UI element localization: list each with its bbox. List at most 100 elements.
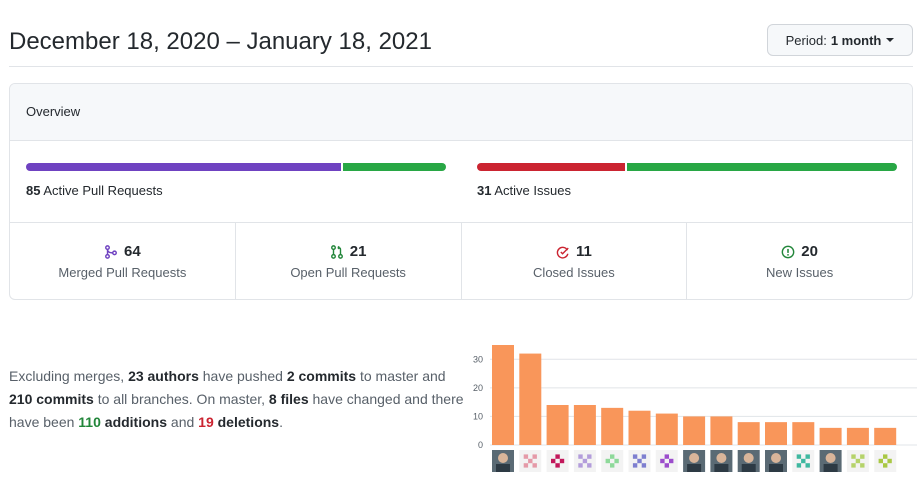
period-dropdown-button[interactable]: Period: 1 month bbox=[767, 24, 913, 56]
issue-closed-icon bbox=[556, 246, 569, 259]
contributor-bar[interactable] bbox=[546, 405, 569, 445]
identicon-cell bbox=[551, 458, 556, 464]
summary-text: . bbox=[279, 414, 283, 430]
contributor-bar[interactable] bbox=[874, 427, 897, 445]
contributor-bar[interactable] bbox=[655, 413, 678, 445]
contributor-bar[interactable] bbox=[737, 422, 760, 445]
identicon-cell bbox=[878, 458, 883, 464]
pull-requests-summary[interactable]: 85 Active Pull Requests bbox=[26, 163, 446, 198]
contributor-bar[interactable] bbox=[683, 416, 706, 445]
closed-issues-stat[interactable]: 11 Closed Issues bbox=[462, 223, 688, 299]
y-tick-label: 10 bbox=[473, 411, 483, 421]
y-tick-label: 20 bbox=[473, 383, 483, 393]
active-issues-text: Active Issues bbox=[494, 183, 571, 198]
new-issues-label: New Issues bbox=[766, 265, 834, 280]
summary-text: and bbox=[167, 414, 199, 430]
identicon-cell bbox=[641, 463, 647, 468]
commits-master-link[interactable]: 2 commits bbox=[286, 368, 357, 384]
identicon-cell bbox=[605, 458, 610, 464]
closed-issues-count: 11 bbox=[575, 243, 592, 260]
identicon-cell bbox=[805, 463, 810, 468]
merged-pull-requests-segment bbox=[26, 163, 341, 171]
identicon-cell bbox=[855, 458, 861, 464]
avatar-body bbox=[496, 464, 510, 472]
avatar bbox=[601, 450, 624, 472]
additions-count: 110 additions bbox=[78, 414, 167, 430]
overview-stats: 64 Merged Pull Requests 21 Open Pull Req… bbox=[10, 223, 912, 299]
identicon-cell bbox=[532, 463, 537, 468]
page-header: December 18, 2020 – January 18, 2021 Per… bbox=[9, 20, 913, 67]
contributor-bar[interactable] bbox=[519, 353, 542, 445]
additions-word: additions bbox=[100, 414, 168, 430]
identicon-cell bbox=[860, 463, 865, 468]
identicon-cell bbox=[523, 463, 529, 468]
contributor-bar[interactable] bbox=[792, 422, 815, 445]
identicon-cell bbox=[664, 463, 669, 468]
new-issues-stat[interactable]: 20 New Issues bbox=[687, 223, 912, 299]
identicon-cell bbox=[632, 463, 638, 468]
summary-text: Excluding merges, bbox=[9, 368, 129, 384]
contributor-bar[interactable] bbox=[765, 422, 787, 445]
deletions-count: 19 deletions bbox=[198, 414, 279, 430]
identicon-cell bbox=[610, 463, 615, 468]
contributor-bar[interactable] bbox=[846, 427, 869, 445]
identicon-cell bbox=[860, 454, 865, 459]
period-label: Period: bbox=[785, 32, 827, 48]
identicon-cell bbox=[578, 463, 583, 468]
merged-pull-requests-stat[interactable]: 64 Merged Pull Requests bbox=[10, 223, 236, 299]
y-tick-label: 0 bbox=[478, 440, 483, 450]
avatar-face bbox=[716, 453, 727, 463]
identicon-cell bbox=[610, 454, 615, 459]
open-pull-requests-stat[interactable]: 21 Open Pull Requests bbox=[236, 223, 462, 299]
contributor-bar[interactable] bbox=[601, 407, 624, 445]
identicon-cell bbox=[851, 454, 856, 459]
commit-summary: Excluding merges, 23 authors have pushed… bbox=[9, 365, 464, 434]
identicon-cell bbox=[883, 454, 888, 459]
identicon-cell bbox=[528, 458, 533, 464]
identicon-cell bbox=[555, 463, 560, 468]
identicon-cell bbox=[660, 458, 665, 464]
files-changed-link[interactable]: 8 files bbox=[268, 391, 309, 407]
identicon-cell bbox=[532, 454, 537, 459]
identicon-cell bbox=[801, 458, 806, 464]
identicon-cell bbox=[796, 454, 802, 459]
issues-summary[interactable]: 31 Active Issues bbox=[477, 163, 897, 198]
active-pull-requests-count: 85 bbox=[26, 183, 41, 198]
overview-box: Overview 85 Active Pull Requests 31 Acti… bbox=[9, 83, 913, 300]
closed-issues-label: Closed Issues bbox=[533, 265, 615, 280]
identicon-cell bbox=[851, 463, 856, 468]
identicon-cell bbox=[614, 458, 619, 464]
git-pull-request-icon bbox=[330, 244, 343, 259]
y-tick-label: 30 bbox=[473, 354, 483, 364]
contributor-bar[interactable] bbox=[573, 405, 596, 445]
avatar bbox=[655, 450, 678, 472]
identicon-cell bbox=[796, 463, 802, 468]
avatar-body bbox=[714, 464, 729, 472]
caret-down-icon bbox=[886, 38, 895, 42]
new-issues-count: 20 bbox=[801, 243, 818, 260]
summary-text: have pushed bbox=[198, 368, 287, 384]
contributor-bar[interactable] bbox=[628, 410, 651, 445]
authors-link[interactable]: 23 authors bbox=[128, 368, 199, 384]
summary-text: have changed and there have been bbox=[9, 391, 464, 430]
closed-issues-segment bbox=[477, 163, 626, 171]
identicon-cell bbox=[523, 454, 529, 459]
avatar-body bbox=[687, 464, 702, 472]
contributor-bar[interactable] bbox=[819, 427, 842, 445]
identicon-cell bbox=[578, 454, 583, 459]
identicon-cell bbox=[587, 463, 592, 468]
avatar-face bbox=[743, 453, 754, 463]
commits-all-link[interactable]: 210 commits bbox=[9, 391, 94, 407]
active-issues-count: 31 bbox=[477, 183, 492, 198]
contributor-bar[interactable] bbox=[492, 345, 514, 445]
active-issues-label: 31 Active Issues bbox=[477, 183, 897, 198]
avatar-face bbox=[689, 453, 700, 463]
overview-header: Overview bbox=[10, 84, 912, 141]
issue-opened-icon bbox=[781, 245, 795, 258]
git-merge-icon bbox=[105, 244, 117, 259]
identicon-cell bbox=[587, 454, 592, 459]
active-pull-requests-label: 85 Active Pull Requests bbox=[26, 183, 446, 198]
overview-title: Overview bbox=[26, 104, 81, 119]
avatar-body bbox=[769, 464, 783, 472]
contributor-bar[interactable] bbox=[710, 416, 733, 445]
